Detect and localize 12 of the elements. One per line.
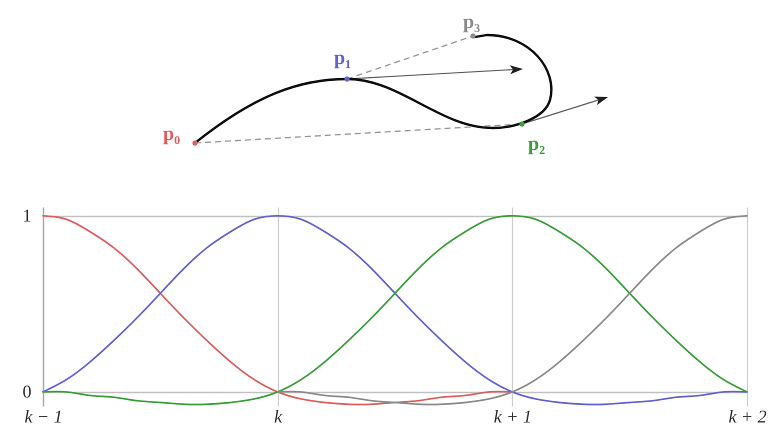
y-tick-label: 0 xyxy=(22,381,32,402)
x-tick-label: k xyxy=(274,406,284,425)
x-tick-label: k + 2 xyxy=(728,406,767,425)
text: p₃ xyxy=(463,11,480,33)
line-series xyxy=(42,214,748,406)
x-tick-label: k − 1 xyxy=(24,406,63,425)
line-series xyxy=(276,214,748,406)
text: p₁ xyxy=(334,47,352,69)
text: p₀ xyxy=(163,123,180,145)
y-tick-label: 1 xyxy=(22,205,32,226)
text: p₂ xyxy=(528,133,546,155)
x-tick-label: k + 1 xyxy=(494,406,532,425)
